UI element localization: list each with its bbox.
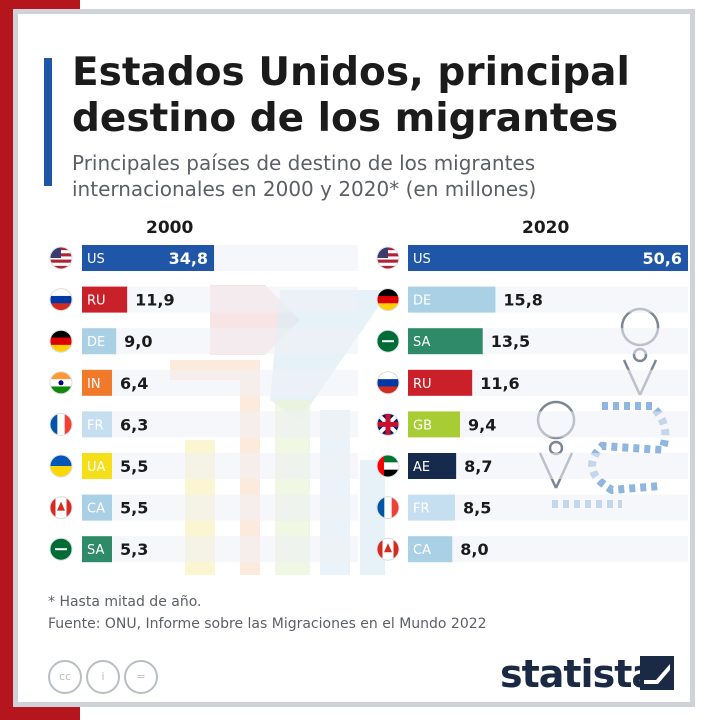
flag-us-icon (49, 246, 73, 270)
data-label-2000-CA: 5,5 (120, 499, 148, 518)
bar-code-label-2000-CA: CA (87, 502, 105, 517)
bar-track-2020-CA (408, 536, 688, 563)
bar-2020-SA (408, 328, 483, 355)
bar-code-label-2000-UA: UA (87, 460, 106, 475)
flag-ae-icon (376, 454, 400, 478)
data-label-2020-RU: 11,6 (480, 374, 519, 393)
chart-subtitle: Principales países de destino de los mig… (72, 151, 537, 201)
bar-2020-AE (408, 453, 457, 479)
bar-track-2000-CA (82, 494, 358, 521)
bar-track-2000-UA (82, 453, 358, 479)
bar-code-label-2000-RU: RU (87, 294, 106, 309)
flag-in-icon (49, 371, 73, 395)
bar-track-2000-FR (82, 411, 358, 438)
bar-2020-DE (408, 286, 496, 313)
data-label-2000-IN: 6,4 (120, 374, 148, 393)
data-label-2020-GB: 9,4 (468, 415, 496, 434)
bar-code-label-2000-DE: DE (87, 335, 105, 350)
infographic-card (18, 14, 690, 702)
bar-2020-RU (408, 369, 473, 396)
footnote: * Hasta mitad de año. (48, 594, 202, 610)
flag-fr-icon (376, 496, 400, 520)
source-note: Fuente: ONU, Informe sobre las Migracion… (48, 616, 487, 632)
data-label-2020-SA: 13,5 (491, 332, 530, 351)
data-label-2000-SA: 5,3 (120, 540, 148, 559)
bar-2020-GB (408, 411, 461, 438)
bar-code-label-2020-US: US (413, 252, 431, 267)
column-heading-2020: 2020 (522, 218, 570, 238)
bar-code-label-2020-CA: CA (413, 543, 431, 558)
bar-code-label-2000-SA: SA (87, 543, 104, 558)
cc-icon: cc (48, 660, 82, 694)
chart-title: Estados Unidos, principal destino de los… (72, 50, 630, 141)
flag-ru-icon (49, 288, 73, 312)
data-label-2020-US: 50,6 (643, 249, 682, 268)
bar-code-label-2000-US: US (87, 252, 105, 267)
data-label-2000-FR: 6,3 (120, 415, 148, 434)
bar-code-label-2020-SA: SA (413, 335, 430, 350)
bar-code-label-2020-GB: GB (413, 418, 432, 433)
data-label-2000-US: 34,8 (169, 249, 208, 268)
bar-track-2000-DE (82, 328, 358, 355)
flag-fr-icon (49, 412, 73, 436)
bar-2000-SA (82, 536, 112, 563)
bar-2020-US (408, 245, 688, 271)
bar-2020-CA (408, 536, 453, 563)
by-icon: i (86, 660, 120, 694)
bar-track-2000-IN (82, 369, 358, 396)
statista-logo-text: statista (499, 652, 657, 696)
flag-ru-icon (376, 371, 400, 395)
data-label-2020-FR: 8,5 (463, 499, 491, 518)
data-label-2020-DE: 15,8 (503, 291, 542, 310)
flag-sa-icon (376, 329, 400, 353)
bar-2000-RU (82, 286, 128, 313)
bar-2000-DE (82, 328, 117, 355)
bar-2000-US (82, 245, 215, 271)
title-accent-bar (44, 58, 52, 186)
flag-us-icon (376, 246, 400, 270)
flag-de-icon (376, 288, 400, 312)
flag-ua-icon (49, 454, 73, 478)
nd-icon: = (124, 660, 158, 694)
column-heading-2000: 2000 (146, 218, 194, 238)
data-label-2000-UA: 5,5 (120, 457, 148, 476)
bar-code-label-2020-RU: RU (413, 377, 432, 392)
data-label-2020-CA: 8,0 (460, 540, 488, 559)
bar-code-label-2000-IN: IN (87, 377, 101, 392)
bar-track-2000-RU (82, 286, 358, 313)
bar-2020-FR (408, 494, 456, 521)
flag-sa-icon (49, 537, 73, 561)
bar-2000-CA (82, 494, 112, 521)
flag-ca-icon (376, 537, 400, 561)
bar-track-2000-SA (82, 536, 358, 563)
data-label-2000-DE: 9,0 (124, 332, 152, 351)
data-label-2000-RU: 11,9 (135, 291, 174, 310)
flag-de-icon (49, 329, 73, 353)
data-label-2020-AE: 8,7 (464, 457, 492, 476)
bar-2000-FR (82, 411, 112, 438)
bar-code-label-2000-FR: FR (87, 418, 104, 433)
statista-logo-icon (640, 656, 674, 690)
flag-gb-icon (376, 412, 400, 436)
bar-code-label-2020-AE: AE (413, 460, 430, 475)
bar-code-label-2020-DE: DE (413, 294, 431, 309)
flag-ca-icon (49, 496, 73, 520)
bar-code-label-2020-FR: FR (413, 502, 430, 517)
bar-2000-IN (82, 369, 112, 396)
bar-2000-UA (82, 453, 112, 479)
